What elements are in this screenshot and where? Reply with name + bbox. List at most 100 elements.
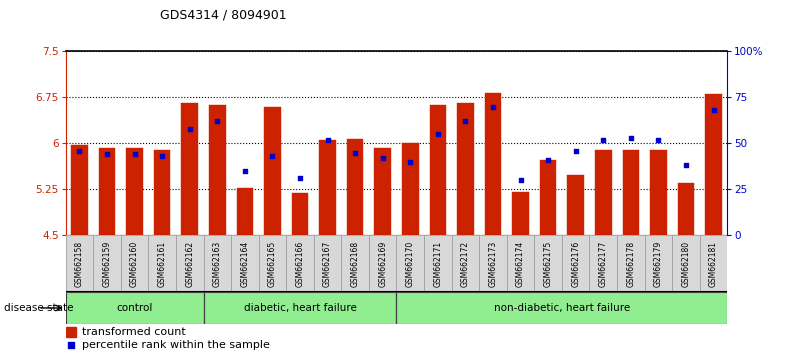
Text: GSM662174: GSM662174 [516,241,525,287]
Bar [341,235,369,292]
Point [679,162,692,168]
Bar [203,292,396,324]
Bar [286,235,314,292]
Point [266,153,279,159]
Bar [595,149,611,235]
Point [459,119,472,124]
Text: GSM662164: GSM662164 [240,241,249,287]
Point [73,148,86,154]
Point [348,150,361,155]
Bar [148,235,176,292]
Text: GSM662173: GSM662173 [489,241,497,287]
Bar [231,235,259,292]
Bar [154,149,171,235]
Text: GSM662171: GSM662171 [433,241,442,287]
Point [707,107,720,113]
Bar [66,327,75,337]
Point [652,137,665,143]
Text: percentile rank within the sample: percentile rank within the sample [82,340,270,350]
Text: GSM662163: GSM662163 [213,241,222,287]
Text: GSM662180: GSM662180 [682,241,690,287]
Bar [374,148,391,235]
Bar [705,94,722,235]
Text: GSM662172: GSM662172 [461,241,470,287]
Bar [182,103,198,235]
Bar [590,235,617,292]
Text: GSM662158: GSM662158 [75,241,84,287]
Point [541,157,554,163]
Bar [264,107,280,235]
Point [239,168,252,174]
Bar [513,193,529,235]
Bar [402,143,419,235]
Text: GSM662165: GSM662165 [268,241,277,287]
Text: non-diabetic, heart failure: non-diabetic, heart failure [493,303,630,313]
Point [376,155,389,161]
Bar [452,235,479,292]
Bar [567,175,584,235]
Text: GSM662159: GSM662159 [103,241,111,287]
Point [625,135,638,141]
Bar [507,235,534,292]
Bar [622,149,639,235]
Bar [645,235,672,292]
Bar [292,193,308,235]
Text: GSM662169: GSM662169 [378,241,387,287]
Text: GSM662166: GSM662166 [296,241,304,287]
Text: GSM662178: GSM662178 [626,241,635,287]
Text: GSM662175: GSM662175 [544,241,553,287]
Bar [209,105,226,235]
Point [294,176,307,181]
Point [486,104,499,109]
Bar [424,235,452,292]
Text: GSM662162: GSM662162 [185,241,194,287]
Point [101,152,114,157]
Bar [700,235,727,292]
Bar [457,103,473,235]
Bar [562,235,590,292]
Bar [479,235,507,292]
Text: GSM662161: GSM662161 [158,241,167,287]
Point [155,153,168,159]
Bar [534,235,562,292]
Point [570,148,582,154]
Bar [396,235,424,292]
Text: GSM662168: GSM662168 [351,241,360,287]
Bar [176,235,203,292]
Bar [314,235,341,292]
Bar [71,145,88,235]
Text: GSM662181: GSM662181 [709,241,718,287]
Bar [429,105,446,235]
Point [211,119,223,124]
Text: control: control [116,303,153,313]
Bar [369,235,396,292]
Point [183,126,196,131]
Bar [99,148,115,235]
Bar [320,140,336,235]
Bar [396,292,727,324]
Point [321,137,334,143]
Bar [93,235,121,292]
Point [514,177,527,183]
Text: GDS4314 / 8094901: GDS4314 / 8094901 [160,9,287,22]
Bar [259,235,286,292]
Bar [203,235,231,292]
Bar [236,188,253,235]
Text: GSM662176: GSM662176 [571,241,580,287]
Bar [66,235,93,292]
Text: GSM662160: GSM662160 [130,241,139,287]
Point [432,131,445,137]
Text: GSM662167: GSM662167 [323,241,332,287]
Point [404,159,417,165]
Bar [347,139,364,235]
Text: GSM662177: GSM662177 [599,241,608,287]
Point [128,152,141,157]
Bar [66,292,203,324]
Point [597,137,610,143]
Bar [485,93,501,235]
Text: GSM662179: GSM662179 [654,241,663,287]
Text: transformed count: transformed count [82,327,186,337]
Text: disease state: disease state [4,303,74,313]
Bar [540,160,557,235]
Bar [672,235,700,292]
